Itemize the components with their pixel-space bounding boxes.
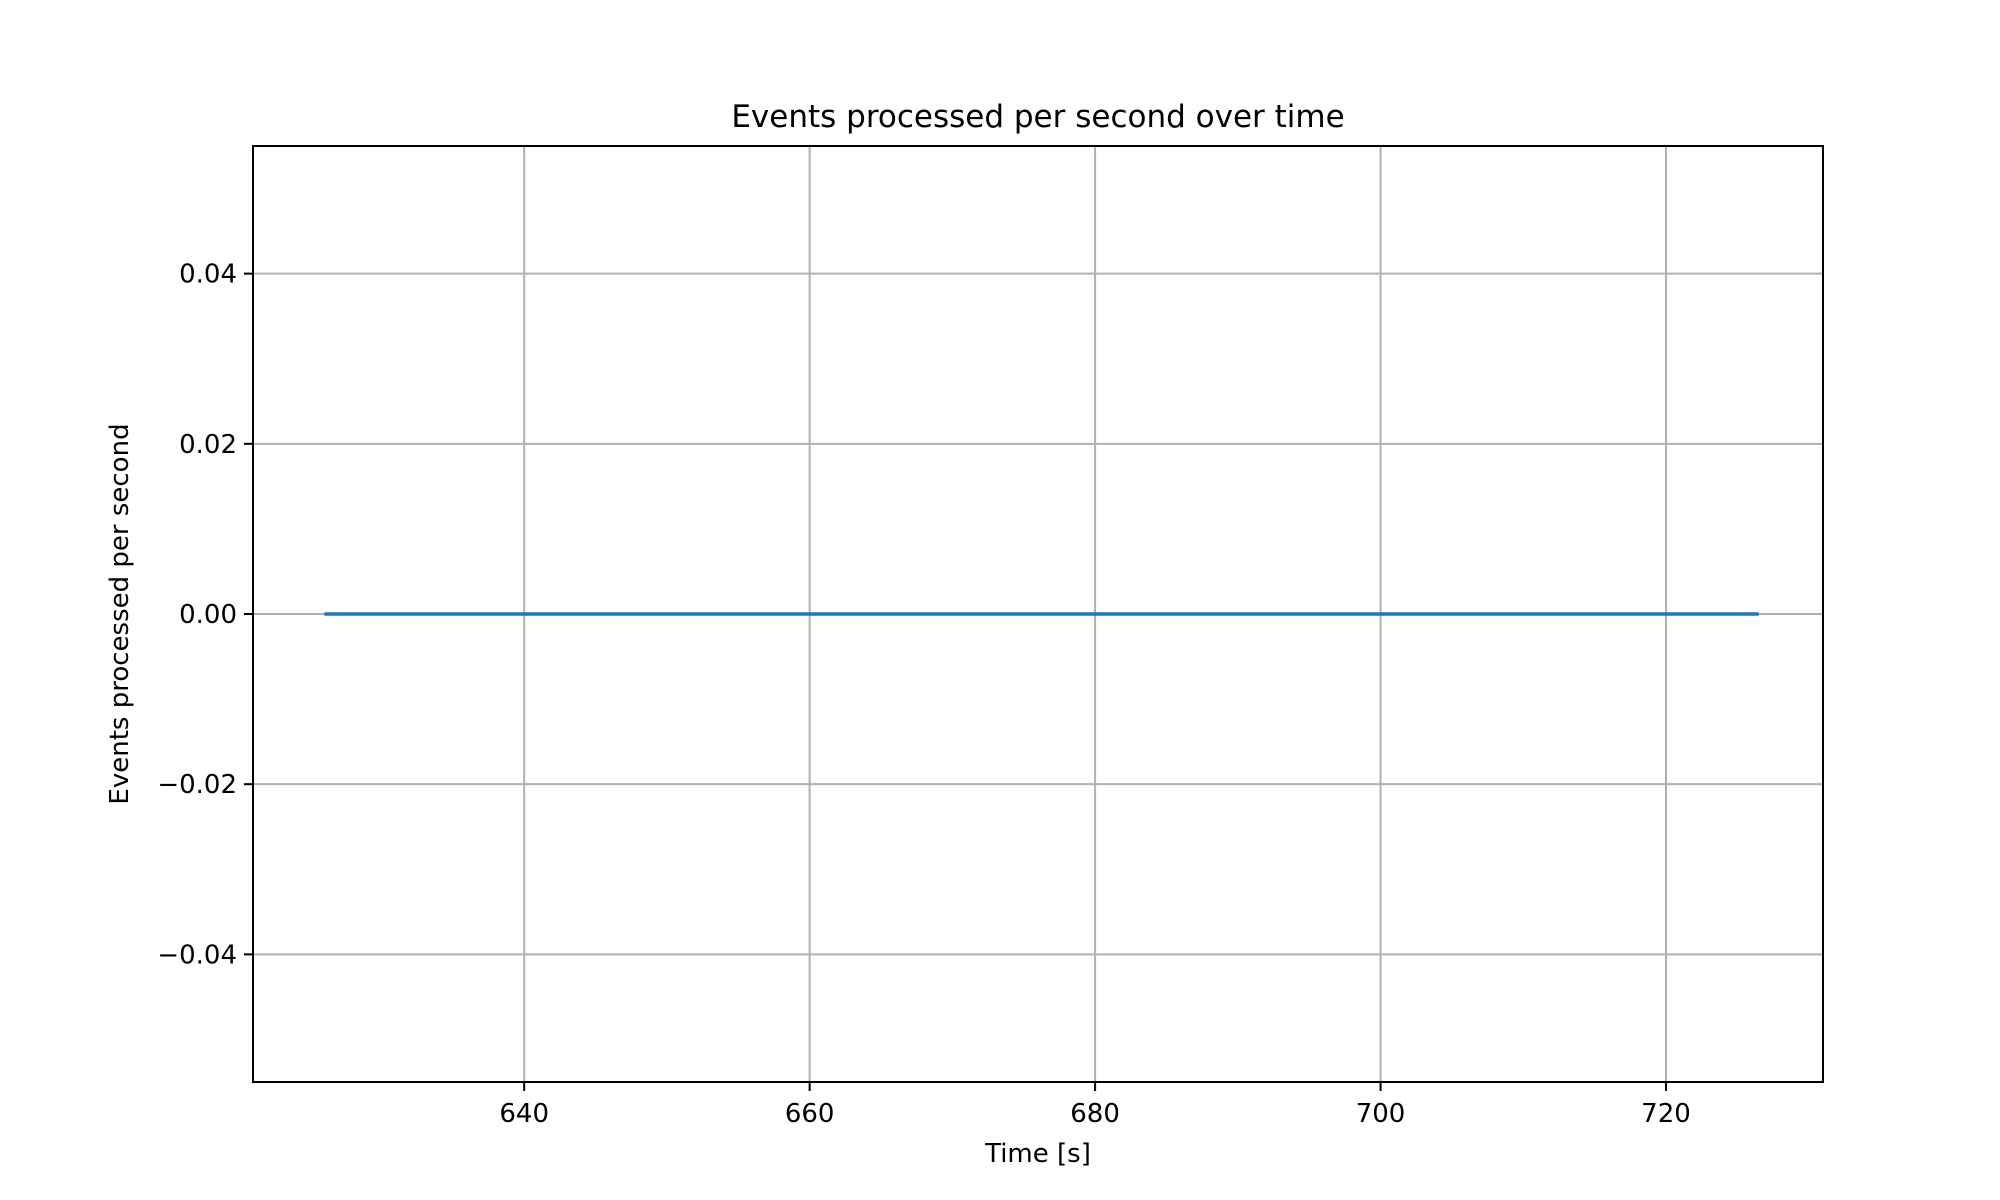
y-tick-label: −0.02: [157, 770, 237, 800]
x-tick-label: 700: [1356, 1099, 1406, 1129]
tick-layer: 640 660 680 700 720 −0.04 −0.02 0.00 0.02 0.04: [157, 260, 1691, 1129]
x-axis-label: Time [s]: [984, 1139, 1091, 1169]
y-tick-label: 0.02: [179, 430, 237, 460]
y-tick-label: −0.04: [157, 940, 237, 970]
y-tick-label: 0.04: [179, 260, 237, 290]
x-tick-label: 660: [785, 1099, 835, 1129]
x-tick-label: 720: [1641, 1099, 1691, 1129]
y-axis-label: Events processed per second: [105, 423, 135, 804]
x-tick-label: 680: [1070, 1099, 1120, 1129]
chart-title: Events processed per second over time: [731, 99, 1344, 135]
y-tick-label: 0.00: [179, 600, 237, 630]
x-tick-label: 640: [499, 1099, 549, 1129]
